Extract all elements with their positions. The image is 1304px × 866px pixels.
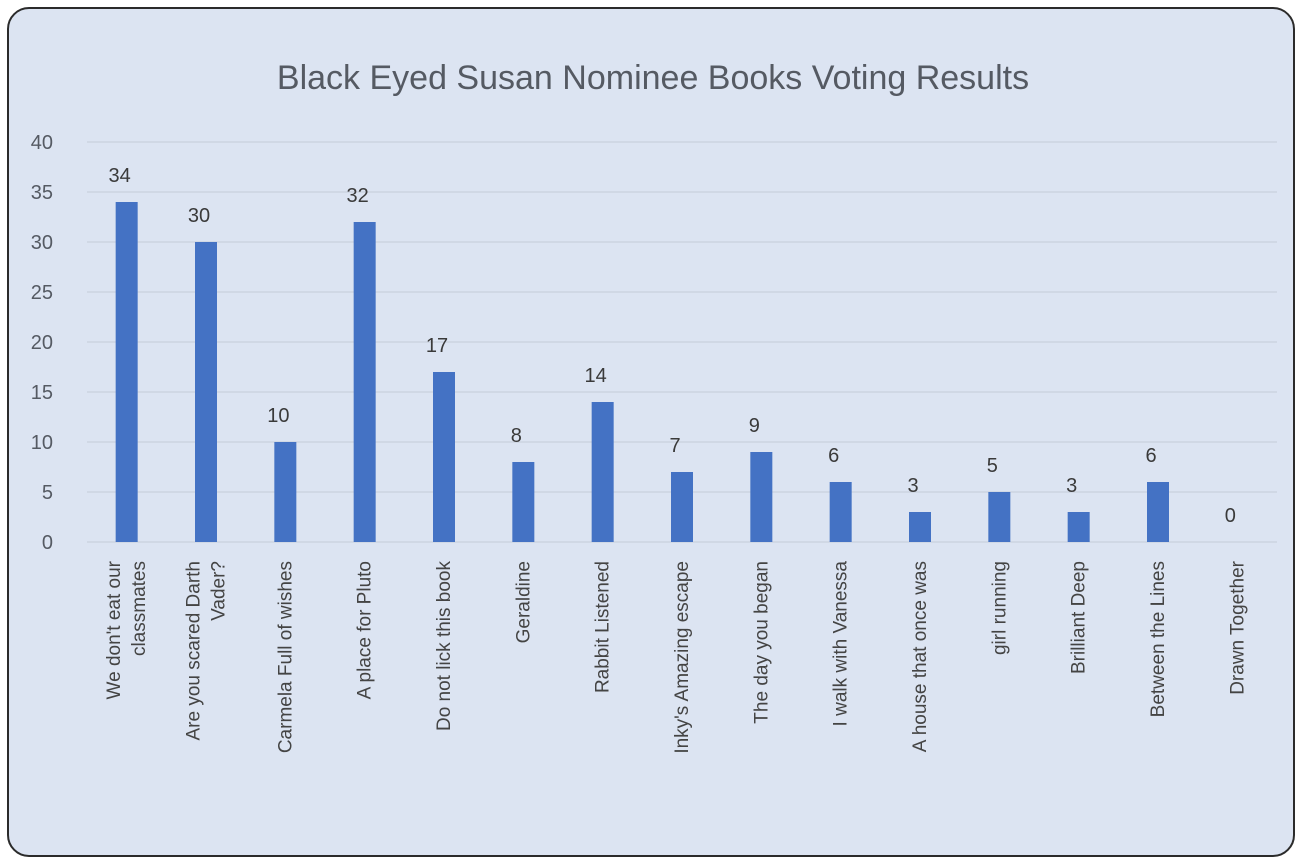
category-label: We don't eat our (104, 560, 125, 699)
bar-chart: Black Eyed Susan Nominee Books Voting Re… (31, 59, 1277, 754)
category-label: Inky's Amazing escape (672, 561, 693, 754)
data-label: 0 (1225, 505, 1236, 527)
bar (353, 222, 376, 542)
data-label: 5 (987, 455, 998, 477)
data-label: 17 (426, 335, 448, 357)
category-label: classmates (129, 561, 150, 656)
bar (433, 372, 455, 542)
bar (750, 452, 773, 542)
category-label: The day you began (751, 561, 772, 724)
category-label: Rabbit Listened (593, 561, 614, 693)
y-axis-ticks: 0 5 10 15 20 25 30 35 40 (31, 132, 53, 554)
data-label: 6 (828, 445, 839, 467)
data-label: 14 (585, 365, 607, 387)
category-label: Carmela Full of wishes (275, 561, 296, 753)
category-label: A place for Pluto (355, 561, 376, 699)
data-label: 3 (907, 475, 918, 497)
data-label: 30 (188, 205, 210, 227)
y-tick-label: 40 (31, 132, 53, 154)
category-label: Vader? (209, 561, 230, 621)
bar (591, 402, 614, 542)
data-label: 3 (1066, 475, 1077, 497)
bar (829, 482, 852, 542)
bar (512, 462, 535, 542)
data-label: 7 (669, 435, 680, 457)
chart-frame: Black Eyed Susan Nominee Books Voting Re… (7, 7, 1295, 857)
bars (115, 202, 1169, 542)
category-labels: We don't eat our classmates Are you scared… (104, 560, 1248, 753)
y-tick-label: 5 (42, 482, 53, 504)
bar (274, 442, 297, 542)
category-label: Geraldine (513, 561, 534, 643)
bar (195, 242, 217, 542)
bar (1067, 512, 1090, 542)
data-label: 6 (1145, 445, 1156, 467)
bar (1147, 482, 1169, 542)
data-label: 34 (109, 165, 131, 187)
bar (988, 492, 1011, 542)
data-label: 32 (347, 185, 369, 207)
category-label: A house that once was (910, 561, 931, 752)
y-tick-label: 15 (31, 382, 53, 404)
category-label: Drawn Together (1227, 560, 1248, 694)
y-tick-label: 35 (31, 182, 53, 204)
bar (115, 202, 138, 542)
data-label: 8 (511, 425, 522, 447)
y-tick-label: 20 (31, 332, 53, 354)
data-labels: 34 30 10 32 17 8 14 7 9 6 3 5 3 6 0 (109, 165, 1236, 527)
y-tick-label: 0 (42, 532, 53, 554)
category-label: Do not lick this book (434, 561, 455, 732)
bar (671, 472, 693, 542)
category-label: Brilliant Deep (1069, 561, 1090, 674)
category-label: Are you scared Darth (184, 561, 205, 741)
chart-title: Black Eyed Susan Nominee Books Voting Re… (277, 59, 1029, 97)
bar (909, 512, 931, 542)
y-tick-label: 30 (31, 232, 53, 254)
category-label: girl running (989, 561, 1010, 655)
category-label: I walk with Vanessa (831, 561, 852, 727)
category-label: Between the Lines (1148, 561, 1169, 717)
data-label: 10 (267, 405, 289, 427)
data-label: 9 (749, 415, 760, 437)
y-tick-label: 25 (31, 282, 53, 304)
y-tick-label: 10 (31, 432, 53, 454)
